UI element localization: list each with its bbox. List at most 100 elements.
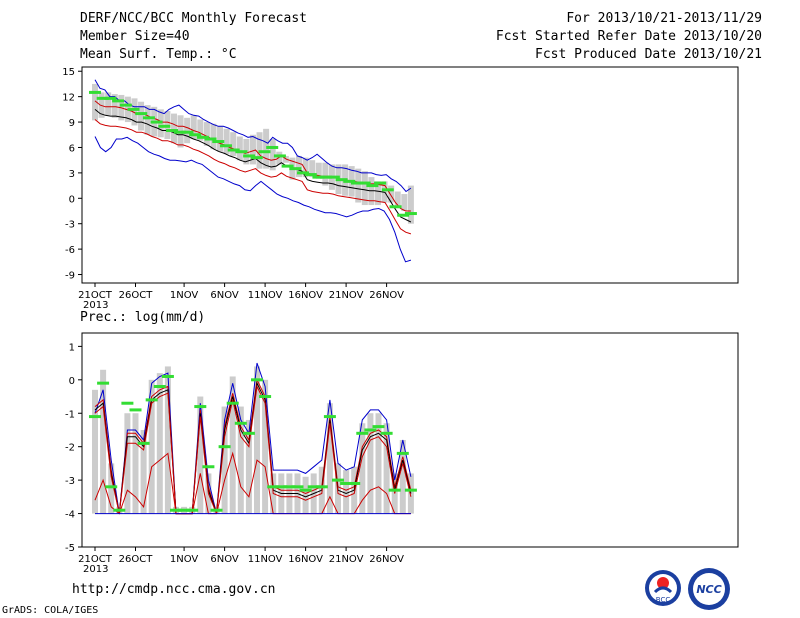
temp-frame [81,66,739,284]
temp-ensemble-box [407,185,414,224]
temp-ensemble-box [203,122,210,146]
temp-ensemble-box [302,157,309,178]
top-variable-label: Mean Surf. Temp.: °C [80,47,237,62]
prec-xtick-label: 6NOV [210,554,239,565]
temp-ensemble-box [217,126,224,152]
prec-xtick-label: 21OCT [78,554,113,565]
prec-ensemble-box [254,366,260,514]
prec-ensemble-box [156,373,163,514]
prec-ensemble-box [399,440,406,514]
prec-ensemble-box [132,413,139,514]
prec-ensemble-box [100,369,107,514]
temp-ensemble-box [111,94,118,118]
prec-max-line [94,362,412,515]
temp-ensemble-box [263,128,270,169]
temp-xtick-label: 16NOV [288,290,323,301]
prec-ytick-label: -2 [65,443,75,454]
chart-title: DERF/NCC/BCC Monthly Forecast [80,11,307,26]
forecast-period: For 2013/10/21-2013/11/29 [566,11,762,26]
prec-ensemble-box [383,423,390,514]
temp-ensemble-box [144,105,151,135]
prec-ensemble-box [197,396,204,514]
prec-xtick-label: 1NOV [170,554,199,565]
prec-ensemble-box [262,379,269,514]
prec-ensemble-box [148,379,155,514]
temp-ytick-label: 3 [69,169,75,180]
prec-q_low-line [94,451,411,515]
temp-q25-line [94,119,412,235]
temp-ensemble-box [197,119,204,141]
temp-ensemble-box [276,151,283,165]
prec-xtick-label: 26NOV [369,554,404,565]
temp-ensemble-box [138,101,145,131]
prec-ytick-label: -3 [65,476,75,487]
temp-min-line [94,136,412,263]
prec-ensemble-box [108,463,115,514]
prec-ensemble-box [326,403,333,514]
temp-ensemble-box [401,194,408,211]
ncc-logo: NCC [688,568,730,610]
temp-ensemble-box [309,160,316,178]
prec-ensemble-box [302,476,309,514]
temp-ensemble-box [92,83,98,121]
prec-xtick-label: 11NOV [248,554,283,565]
temp-ensemble-box [210,123,217,150]
temp-ensemble-box [322,162,329,186]
prec-ensemble-box [221,406,228,514]
grads-credit: GrADS: COLA/IGES [2,605,99,616]
prec-ensemble-box [343,470,350,514]
prec-xtick-label: 16NOV [288,554,323,565]
prec-ensemble-box [367,413,374,514]
temp-xtick-label: 21OCT [78,290,113,301]
prec-ensemble-box [237,406,244,514]
prec-xyear-label: 2013 [83,564,108,575]
temp-ensemble-box [388,185,395,203]
temp-ensemble-box [190,115,197,139]
temp-xtick-label: 11NOV [248,290,283,301]
temp-ytick-label: 6 [69,143,75,154]
bcc-logo: BCC [645,570,681,606]
temp-ensemble-box [269,139,276,171]
bottom-variable-label: Prec.: log(mm/d) [80,310,206,325]
temp-max-line [94,79,412,193]
member-size: Member Size=40 [80,29,190,44]
prec-ensemble-box [92,389,98,514]
temp-ytick-label: -6 [65,245,75,256]
prec-ensemble-box [164,366,171,514]
temp-median-line [94,109,412,223]
prec-xtick-label: 26OCT [119,554,154,565]
temp-ensemble-box [315,162,322,179]
temp-ensemble-box [374,181,381,206]
forecast-start-date: Fcst Started Refer Date 2013/10/20 [495,29,762,44]
temp-xtick-label: 21NOV [329,290,364,301]
temp-ensemble-box [361,171,368,206]
temp-xtick-label: 1NOV [170,290,199,301]
temp-ensemble-box [184,117,191,144]
temp-ytick-label: 0 [69,194,75,205]
prec-ytick-label: 1 [69,342,75,353]
temp-ensemble-box [223,128,230,155]
prec-ensemble-box [245,419,252,514]
temp-ensemble-box [170,113,177,144]
svg-text:NCC: NCC [696,583,721,596]
temp-ytick-label: 12 [62,93,75,104]
prec-ensemble-box [124,413,131,514]
temp-ensemble-box [355,168,362,203]
temp-xtick-label: 6NOV [210,290,239,301]
temp-ensemble-box [296,155,303,178]
temp-ensemble-box [236,136,243,161]
prec-frame [81,332,739,548]
temp-ensemble-box [131,98,138,126]
prec-ensemble-box [140,429,147,514]
prec-ensemble-box [359,423,366,514]
temp-ensemble-box [249,134,256,165]
prec-ytick-label: -1 [65,409,75,420]
prec-ytick-label: -5 [65,543,75,554]
prec-q25-line [94,384,412,515]
prec-ytick-label: 0 [69,376,75,387]
temp-ytick-label: -3 [65,220,75,231]
prec-ensemble-box [229,376,236,514]
